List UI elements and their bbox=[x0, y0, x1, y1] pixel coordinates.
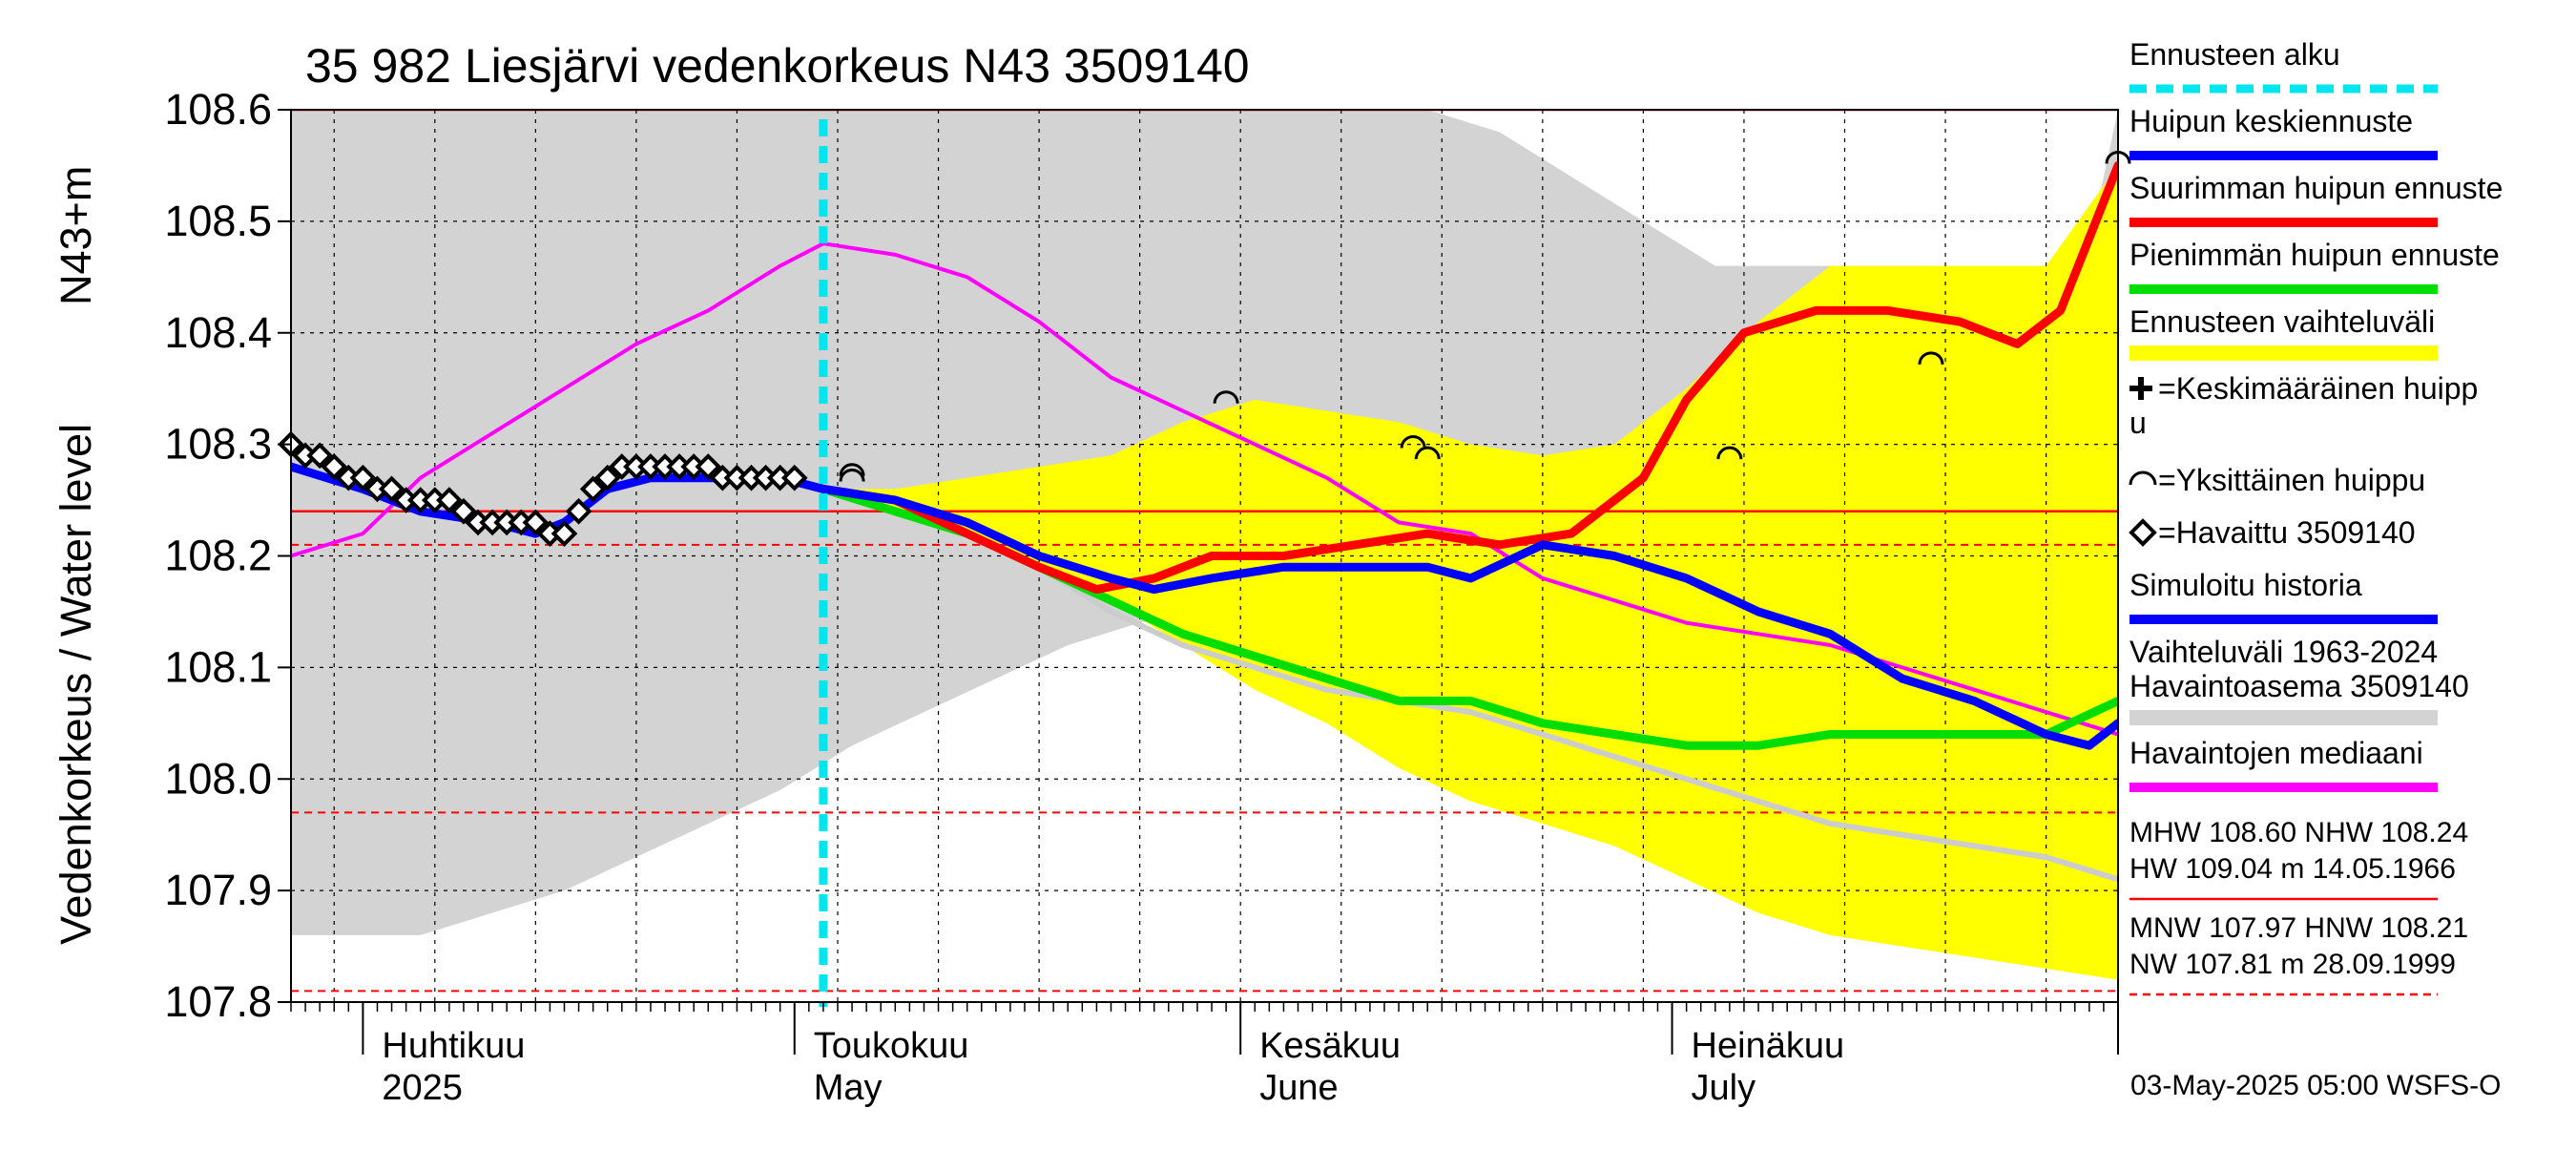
legend-label: Ennusteen alku bbox=[2129, 37, 2340, 72]
x-month-sublabel: 2025 bbox=[382, 1068, 463, 1108]
observed-point bbox=[436, 487, 463, 513]
observed-point bbox=[522, 509, 550, 536]
legend-label: Huipun keskiennuste bbox=[2129, 104, 2413, 138]
x-month-sublabel: June bbox=[1259, 1068, 1338, 1108]
x-month-sublabel: May bbox=[814, 1068, 883, 1108]
legend-label: =Havaittu 3509140 bbox=[2158, 515, 2416, 550]
x-month-label: Heinäkuu bbox=[1692, 1026, 1845, 1066]
y-axis-unit: N43+m bbox=[52, 166, 100, 305]
x-month-label: Huhtikuu bbox=[382, 1026, 525, 1066]
observed-point bbox=[551, 520, 578, 547]
x-month-label: Toukokuu bbox=[814, 1026, 969, 1066]
legend-label: Ennusteen vaihteluväli bbox=[2129, 304, 2435, 339]
single-peak-marker bbox=[839, 469, 865, 482]
single-peak-marker bbox=[1918, 351, 1944, 365]
series-havaintojen-mediaani bbox=[291, 241, 2118, 737]
y-tick-label: 108.5 bbox=[164, 197, 272, 245]
observed-point bbox=[780, 464, 808, 491]
observed-point bbox=[593, 464, 621, 491]
legend-plus-symbol bbox=[2129, 377, 2152, 400]
legend-label: Suurimman huipun ennuste bbox=[2129, 171, 2503, 205]
legend-label: Simuloitu historia bbox=[2129, 568, 2362, 602]
observed-point bbox=[695, 453, 722, 480]
legend-diamond-symbol bbox=[2129, 518, 2157, 547]
observed-point bbox=[306, 442, 333, 470]
legend-label: Pienimmän huipun ennuste bbox=[2129, 238, 2500, 272]
single-peak-marker bbox=[1716, 446, 1743, 460]
observed-point bbox=[321, 453, 348, 480]
forecast-range-band bbox=[822, 165, 2118, 980]
legend-label: =Yksittäinen huippu bbox=[2158, 463, 2425, 497]
chart-title: 35 982 Liesjärvi vedenkorkeus N43 350914… bbox=[305, 39, 1250, 93]
observed-point bbox=[565, 497, 592, 525]
observed-point bbox=[378, 475, 405, 503]
observed-point bbox=[450, 497, 477, 525]
legend-label-cont: Havaintoasema 3509140 bbox=[2129, 669, 2469, 703]
single-peak-marker bbox=[1400, 434, 1426, 449]
legend-label: Vaihteluväli 1963-2024 bbox=[2129, 635, 2438, 669]
y-tick-label: 108.4 bbox=[164, 308, 272, 357]
single-peak-marker bbox=[1213, 390, 1239, 404]
legend-swatch bbox=[2129, 710, 2438, 725]
legend-swatch bbox=[2129, 345, 2438, 361]
y-tick-label: 108.3 bbox=[164, 420, 272, 469]
single-peak-marker bbox=[1414, 446, 1441, 460]
stats-line: MNW 107.97 HNW 108.21 bbox=[2129, 912, 2468, 944]
legend-label: Havaintojen mediaani bbox=[2129, 736, 2423, 770]
y-tick-label: 108.1 bbox=[164, 642, 272, 691]
series-huipun-keskiennuste bbox=[819, 484, 2118, 750]
legend-label-cont: u bbox=[2129, 406, 2147, 440]
single-peak-marker bbox=[839, 463, 865, 476]
y-axis-label: Vedenkorkeus / Water level bbox=[52, 424, 100, 945]
x-month-label: Kesäkuu bbox=[1259, 1026, 1401, 1066]
stats-line: HW 109.04 m 14.05.1966 bbox=[2129, 853, 2456, 885]
y-tick-label: 108.6 bbox=[164, 85, 272, 134]
legend-label: =Keskimääräinen huipp bbox=[2158, 371, 2478, 406]
y-tick-label: 108.2 bbox=[164, 532, 272, 580]
stats-line: NW 107.81 m 28.09.1999 bbox=[2129, 949, 2456, 980]
y-tick-label: 107.9 bbox=[164, 866, 272, 914]
observed-point bbox=[579, 475, 607, 503]
legend-arc-symbol bbox=[2129, 470, 2157, 486]
y-tick-label: 108.0 bbox=[164, 754, 272, 803]
observed-point bbox=[349, 464, 377, 491]
stats-line: MHW 108.60 NHW 108.24 bbox=[2129, 817, 2468, 848]
footer-timestamp: 03-May-2025 05:00 WSFS-O bbox=[2130, 1070, 2502, 1101]
series-suurimman-huipun-ennuste bbox=[819, 160, 2118, 595]
y-tick-label: 107.8 bbox=[164, 977, 272, 1026]
x-month-sublabel: July bbox=[1692, 1068, 1756, 1108]
